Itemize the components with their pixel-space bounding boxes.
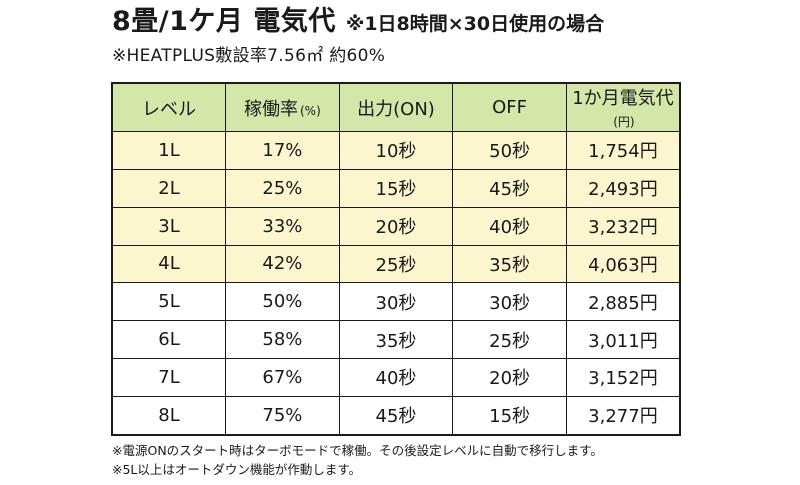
cell-level: 3L bbox=[111, 206, 227, 246]
cell-level: 2L bbox=[111, 168, 227, 208]
cell-cost: 3,152円 bbox=[565, 358, 681, 397]
cell-level: 4L bbox=[111, 244, 227, 284]
header-off: OFF bbox=[452, 82, 567, 132]
cell-cost: 3,277円 bbox=[565, 395, 681, 436]
cell-on: 20秒 bbox=[338, 206, 454, 246]
table-header-row: レベル 稼働率 (%) 出力(ON) OFF 1か月電気代(円) bbox=[111, 82, 681, 132]
header-on: 出力(ON) bbox=[338, 82, 454, 132]
cell-off: 20秒 bbox=[452, 358, 567, 397]
table-row: 6L 58% 35秒 25秒 3,011円 bbox=[111, 320, 681, 360]
cell-on: 10秒 bbox=[338, 131, 454, 170]
cell-cost: 2,493円 bbox=[565, 168, 681, 208]
header-level: レベル bbox=[111, 82, 227, 132]
cell-rate: 67% bbox=[225, 358, 340, 397]
cell-off: 35秒 bbox=[452, 244, 567, 284]
cell-off: 45秒 bbox=[452, 168, 567, 208]
table-row: 3L 33% 20秒 40秒 3,232円 bbox=[111, 206, 681, 246]
cell-off: 40秒 bbox=[452, 206, 567, 246]
footnote-autodown: ※5L以上はオートダウン機能が作動します。 bbox=[112, 462, 362, 477]
cell-rate: 75% bbox=[225, 395, 340, 436]
cell-level: 1L bbox=[111, 131, 227, 170]
cell-cost: 3,011円 bbox=[565, 320, 681, 360]
header-cost-unit: (円) bbox=[613, 115, 635, 129]
table-body: 1L 17% 10秒 50秒 1,754円 2L 25% 15秒 45秒 2,493円 3L 33% 2… bbox=[111, 131, 681, 436]
cell-level: 7L bbox=[111, 358, 227, 397]
cell-on: 25秒 bbox=[338, 244, 454, 284]
cell-on: 30秒 bbox=[338, 282, 454, 322]
cell-rate: 33% bbox=[225, 206, 340, 246]
cell-cost: 2,885円 bbox=[565, 282, 681, 322]
table-row: 1L 17% 10秒 50秒 1,754円 bbox=[111, 131, 681, 170]
table-row: 4L 42% 25秒 35秒 4,063円 bbox=[111, 244, 681, 284]
title-sub: ※1日8時間×30日使用の場合 bbox=[345, 13, 605, 35]
table-row: 2L 25% 15秒 45秒 2,493円 bbox=[111, 168, 681, 208]
footnotes: ※電源ONのスタート時はターボモードで稼働。その後設定レベルに自動で移行します。… bbox=[112, 441, 603, 479]
subtitle: ※HEATPLUS敷設率7.56㎡ 約60% bbox=[112, 46, 386, 66]
header-rate: 稼働率 (%) bbox=[225, 82, 340, 132]
cell-off: 25秒 bbox=[452, 320, 567, 360]
footnote-turbo: ※電源ONのスタート時はターボモードで稼働。その後設定レベルに自動で移行します。 bbox=[112, 443, 603, 458]
cell-cost: 4,063円 bbox=[565, 244, 681, 284]
table-row: 8L 75% 45秒 15秒 3,277円 bbox=[111, 395, 681, 436]
cell-rate: 42% bbox=[225, 244, 340, 284]
cell-level: 8L bbox=[111, 395, 227, 436]
cell-level: 6L bbox=[111, 320, 227, 360]
cell-cost: 3,232円 bbox=[565, 206, 681, 246]
cell-rate: 25% bbox=[225, 168, 340, 208]
cell-level: 5L bbox=[111, 282, 227, 322]
table-row: 7L 67% 40秒 20秒 3,152円 bbox=[111, 358, 681, 397]
header-rate-unit: (%) bbox=[300, 103, 321, 118]
cell-on: 45秒 bbox=[338, 395, 454, 436]
cell-rate: 58% bbox=[225, 320, 340, 360]
cell-rate: 50% bbox=[225, 282, 340, 322]
page-title: 8畳/1ケ月 電気代 ※1日8時間×30日使用の場合 bbox=[112, 4, 604, 43]
cell-cost: 1,754円 bbox=[565, 131, 681, 170]
cell-off: 15秒 bbox=[452, 395, 567, 436]
cell-on: 40秒 bbox=[338, 358, 454, 397]
cell-off: 50秒 bbox=[452, 131, 567, 170]
table-row: 5L 50% 30秒 30秒 2,885円 bbox=[111, 282, 681, 322]
cell-rate: 17% bbox=[225, 131, 340, 170]
title-main: 8畳/1ケ月 電気代 bbox=[112, 6, 336, 37]
cell-on: 15秒 bbox=[338, 168, 454, 208]
electricity-cost-table: レベル 稼働率 (%) 出力(ON) OFF 1か月電気代(円) 1L 17% 10秒… bbox=[111, 82, 681, 436]
cell-on: 35秒 bbox=[338, 320, 454, 360]
cell-off: 30秒 bbox=[452, 282, 567, 322]
header-cost: 1か月電気代(円) bbox=[565, 82, 681, 132]
